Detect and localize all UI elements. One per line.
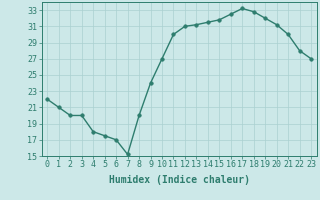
X-axis label: Humidex (Indice chaleur): Humidex (Indice chaleur) [109, 175, 250, 185]
